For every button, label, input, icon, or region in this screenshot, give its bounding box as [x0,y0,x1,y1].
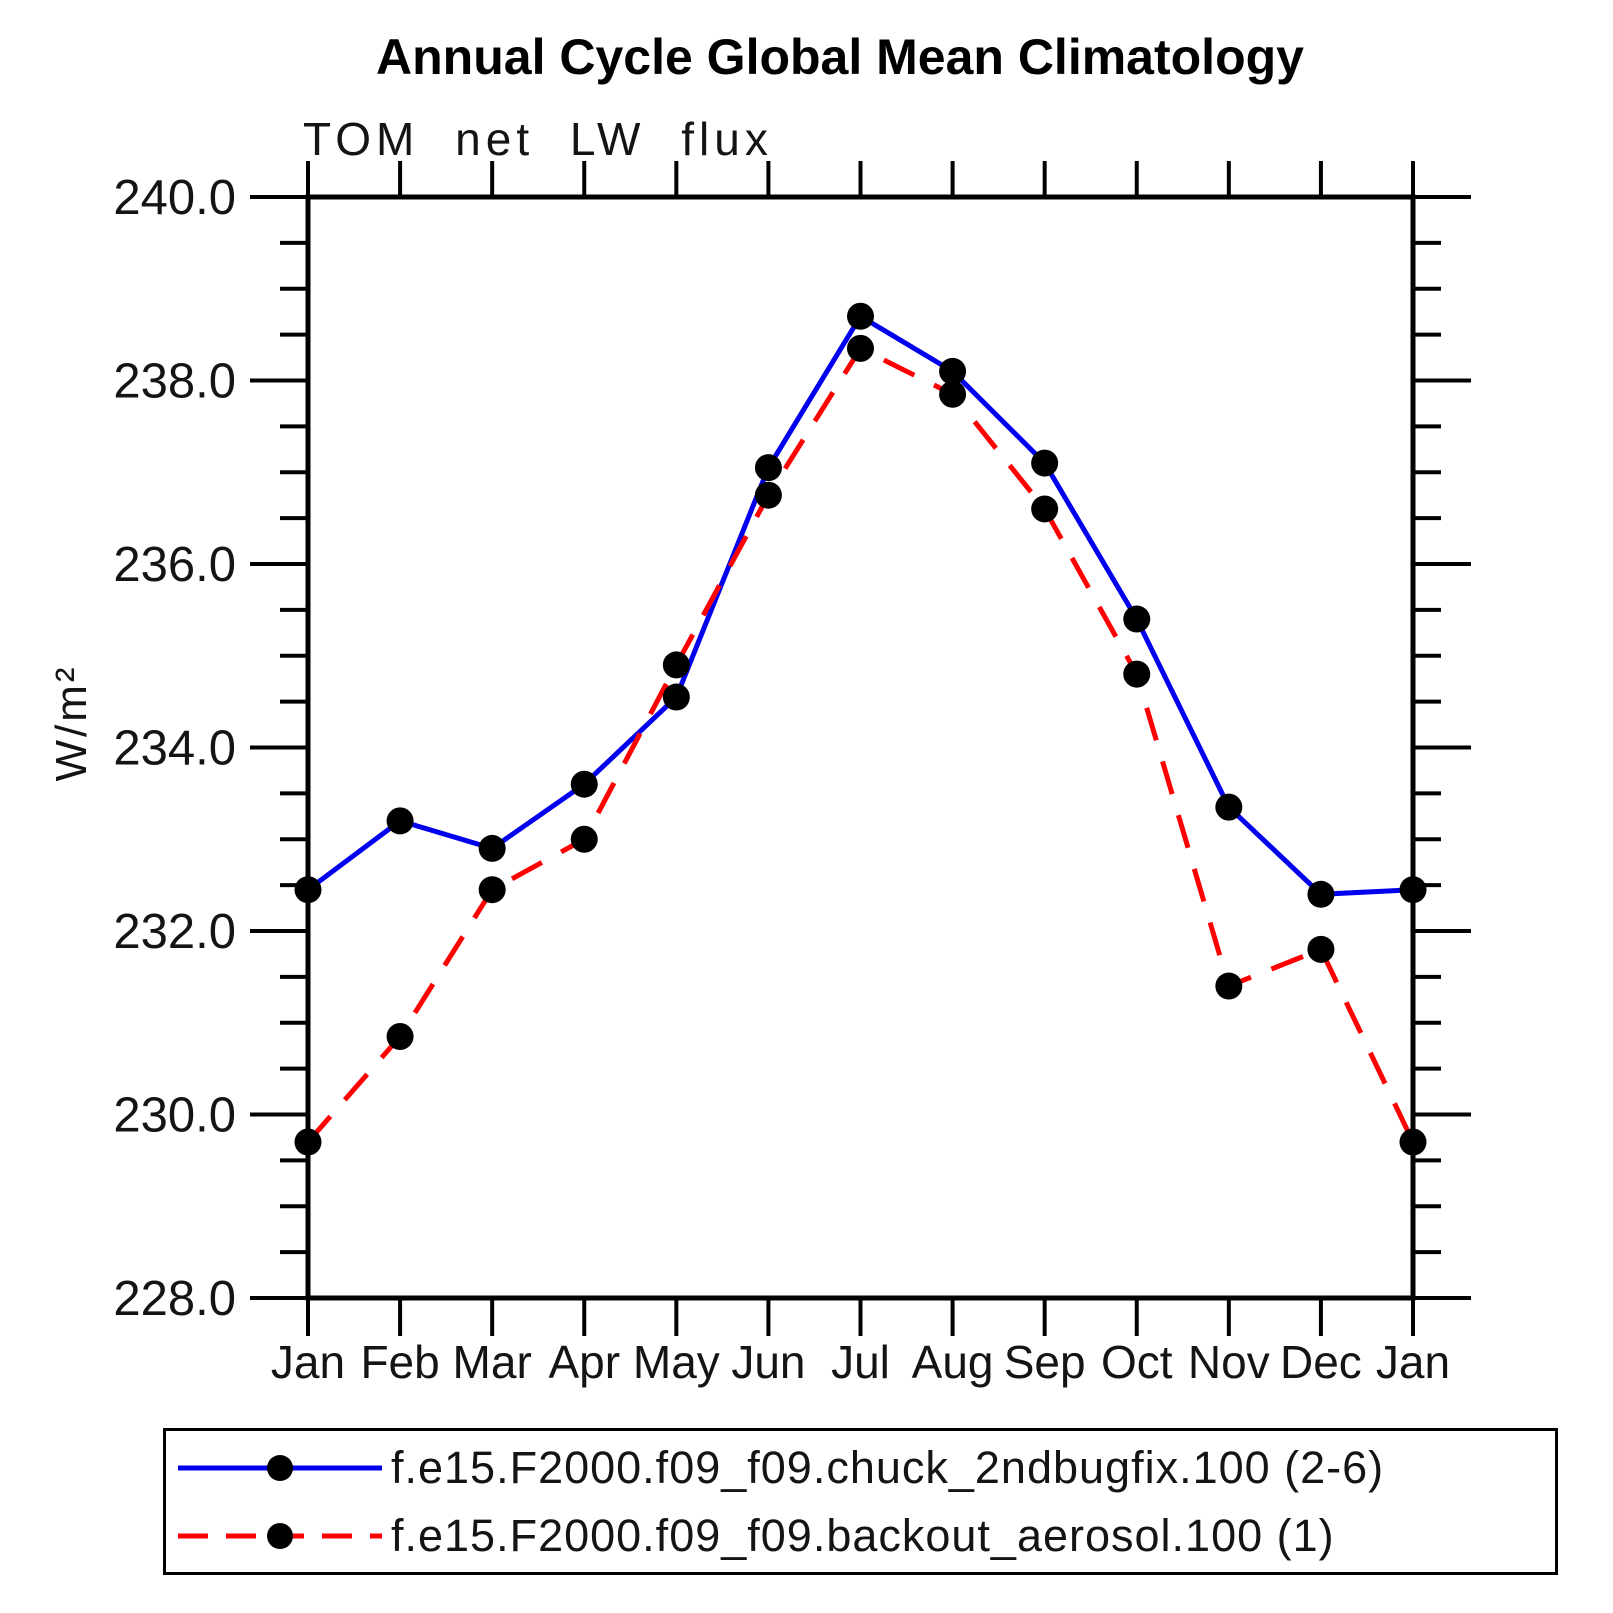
x-tick-label: Oct [1101,1336,1173,1388]
data-point [1031,495,1059,523]
x-tick-label: Dec [1280,1336,1362,1388]
chart-title: Annual Cycle Global Mean Climatology [376,29,1304,85]
data-point [1123,605,1151,633]
data-point [478,834,506,862]
plot-frame [305,194,1416,1301]
x-tick-label: Aug [912,1336,994,1388]
x-tick-label: Sep [1004,1336,1086,1388]
data-point [1399,876,1427,904]
data-point [478,876,506,904]
data-point [1215,793,1243,821]
data-point [294,1128,322,1156]
x-tick-label: Jan [271,1336,345,1388]
y-tick-label: 234.0 [113,722,236,776]
y-tick-label: 240.0 [113,171,236,225]
data-point [662,683,690,711]
data-point [1215,972,1243,1000]
data-point [662,651,690,679]
data-point [570,825,598,853]
data-point [1123,660,1151,688]
data-point [1399,1128,1427,1156]
legend-entry-series1: f.e15.F2000.f09_f09.chuck_2ndbugfix.100 … [176,1434,1555,1502]
x-tick-label: Jun [731,1336,805,1388]
legend-entry-series2: f.e15.F2000.f09_f09.backout_aerosol.100 … [176,1502,1555,1570]
y-tick-label: 238.0 [113,355,236,409]
series-1-line [306,312,1414,897]
data-point [1307,880,1335,908]
x-tick-label: May [633,1336,720,1388]
x-tick-label: Feb [360,1336,439,1388]
data-point [294,876,322,904]
x-tick-label: Mar [453,1336,532,1388]
x-tick-label: Nov [1188,1336,1270,1388]
y-tick-label: 230.0 [113,1089,236,1143]
legend-label-series2: f.e15.F2000.f09_f09.backout_aerosol.100 … [391,1509,1335,1561]
series-2-markers [294,334,1427,1156]
x-tick-label: Jan [1376,1336,1450,1388]
data-point [939,380,967,408]
data-point [570,770,598,798]
data-point [754,481,782,509]
series-2-line [306,345,1416,1144]
y-tick-label: 236.0 [113,538,236,592]
data-point [847,302,874,330]
series-1-markers [294,302,1427,908]
legend-sample-line-solid [178,1454,382,1481]
y-tick-label: 232.0 [113,905,236,959]
legend-series2-marker-icon [267,1522,293,1549]
chart-subtitle: TOM net LW flux [303,113,773,165]
data-point [386,807,414,835]
legend-box: f.e15.F2000.f09_f09.chuck_2ndbugfix.100 … [163,1428,1558,1575]
data-point [939,357,967,385]
legend-sample-line-dashed [178,1522,382,1549]
data-point [1031,449,1059,477]
y-axis: 228.0 230.0 232.0 234.0 236.0 238.0 240.0 [113,171,1471,1326]
x-tick-label: Jul [831,1336,890,1388]
data-point [847,334,874,362]
legend-label-series1: f.e15.F2000.f09_f09.chuck_2ndbugfix.100 … [391,1441,1385,1493]
data-point [1307,935,1335,963]
x-tick-label: Apr [548,1336,620,1388]
y-tick-label: 228.0 [113,1272,236,1326]
legend-series1-marker-icon [267,1454,293,1481]
data-point [754,454,782,482]
x-axis: Jan Feb Mar Apr May Jun Jul Aug Sep Oct Nov Dec Jan [271,161,1450,1388]
data-point [386,1023,414,1051]
